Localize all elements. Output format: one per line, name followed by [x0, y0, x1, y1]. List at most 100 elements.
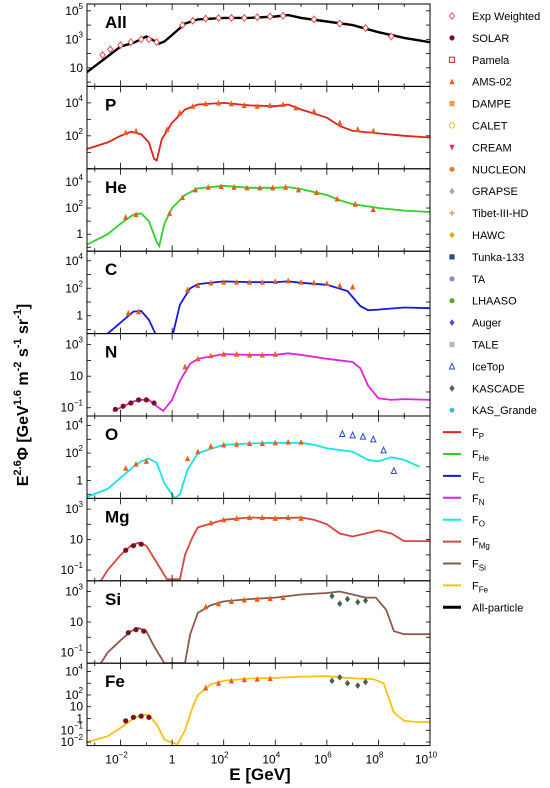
data-point	[233, 515, 240, 521]
legend-marker	[449, 254, 455, 260]
data-point	[192, 186, 198, 193]
data-point	[295, 186, 302, 193]
data-point	[310, 15, 318, 24]
series-ams-02	[123, 99, 376, 136]
y-tick-label: 104	[65, 252, 83, 268]
y-tick-label: 104	[65, 662, 83, 678]
legend-label: SOLAR	[472, 33, 509, 45]
series-ams-02	[182, 350, 278, 370]
data-point	[203, 684, 209, 691]
data-point	[254, 675, 260, 682]
legend-item-model: FHe	[443, 449, 490, 463]
data-point	[298, 438, 304, 445]
data-point	[337, 282, 343, 289]
legend-label: FC	[472, 471, 485, 485]
panel-frame	[86, 85, 431, 170]
legend-item-tale: TALE	[449, 340, 499, 352]
legend-item-model: FN	[443, 493, 485, 507]
panel-label: All	[105, 13, 127, 32]
data-point	[221, 350, 227, 357]
data-point	[329, 592, 335, 600]
data-point	[208, 519, 214, 526]
panel-plot-area	[87, 11, 430, 74]
data-point	[215, 600, 222, 607]
panel-frame	[86, 580, 431, 664]
panel-frame	[86, 497, 431, 582]
data-point	[293, 104, 299, 111]
data-point	[138, 541, 144, 547]
legend-item-auger: Auger	[449, 318, 502, 330]
data-point	[285, 514, 291, 521]
y-tick-label: 10	[70, 615, 84, 629]
series-ams-02	[203, 594, 286, 610]
data-point	[344, 679, 351, 687]
y-tick-label: 10	[70, 533, 84, 547]
legend-marker	[449, 385, 455, 392]
data-point	[259, 514, 265, 521]
legend-label: NUCLEON	[472, 164, 526, 176]
series-exp-weighted	[99, 11, 395, 60]
panel-plot-area	[87, 429, 421, 499]
data-point	[143, 458, 149, 464]
series-kascade	[329, 674, 369, 689]
data-point	[218, 183, 224, 190]
legend-marker	[448, 56, 456, 63]
panel-plot-area	[87, 183, 430, 249]
data-point	[280, 101, 286, 108]
panel-label: Fe	[105, 672, 125, 691]
data-point	[241, 676, 247, 683]
data-point	[221, 516, 227, 523]
legend: Exp Weighted SOLAR Pamela AMS-02 DAMPE CALET C…	[443, 11, 540, 614]
model-curve-f-n	[112, 352, 430, 413]
data-point	[221, 278, 227, 285]
data-point	[112, 406, 118, 412]
x-tick-label: 108	[366, 751, 384, 767]
legend-item-model: FSi	[443, 559, 486, 573]
data-point	[189, 16, 196, 25]
data-point	[203, 603, 209, 610]
y-tick-label: 1	[76, 712, 83, 726]
model-curve-f-p	[87, 101, 430, 163]
data-point	[272, 515, 278, 521]
data-point	[99, 50, 106, 60]
data-point	[241, 102, 247, 108]
legend-item-model: All-particle	[443, 602, 523, 614]
data-point	[337, 600, 343, 607]
data-point	[228, 677, 235, 684]
legend-marker	[449, 144, 455, 151]
panel-p: 102 104 P	[65, 85, 431, 170]
legend-label: FN	[472, 493, 485, 507]
y-tick-label: 10−2	[61, 733, 84, 749]
data-point	[133, 460, 139, 467]
data-point	[349, 430, 357, 439]
data-point	[267, 595, 273, 601]
data-point	[336, 19, 343, 28]
data-point	[228, 13, 235, 23]
panel-plot-area	[87, 674, 430, 746]
series-ams-02	[125, 277, 356, 316]
data-point	[195, 355, 201, 362]
legend-item-tunka-133: Tunka-133	[449, 252, 524, 264]
data-point	[272, 439, 278, 446]
legend-label: Pamela	[472, 55, 510, 67]
y-tick-label: 10−1	[61, 561, 84, 577]
panel-frame	[86, 415, 431, 499]
legend-marker	[448, 362, 456, 370]
legend-label: CREAM	[472, 142, 512, 154]
data-point	[151, 400, 157, 406]
data-point	[205, 184, 211, 190]
data-point	[221, 441, 227, 448]
data-point	[246, 514, 253, 521]
y-tick-label: 103	[65, 336, 83, 352]
legend-label: CALET	[472, 121, 508, 133]
data-point	[352, 201, 358, 207]
data-point	[184, 286, 191, 293]
y-tick-label: 10−1	[61, 721, 84, 737]
data-point	[123, 718, 129, 724]
legend-label: TALE	[472, 340, 499, 352]
legend-item-model: FP	[443, 427, 484, 441]
data-point	[166, 210, 173, 216]
data-point	[133, 627, 139, 633]
y-tick-label: 103	[65, 30, 83, 46]
